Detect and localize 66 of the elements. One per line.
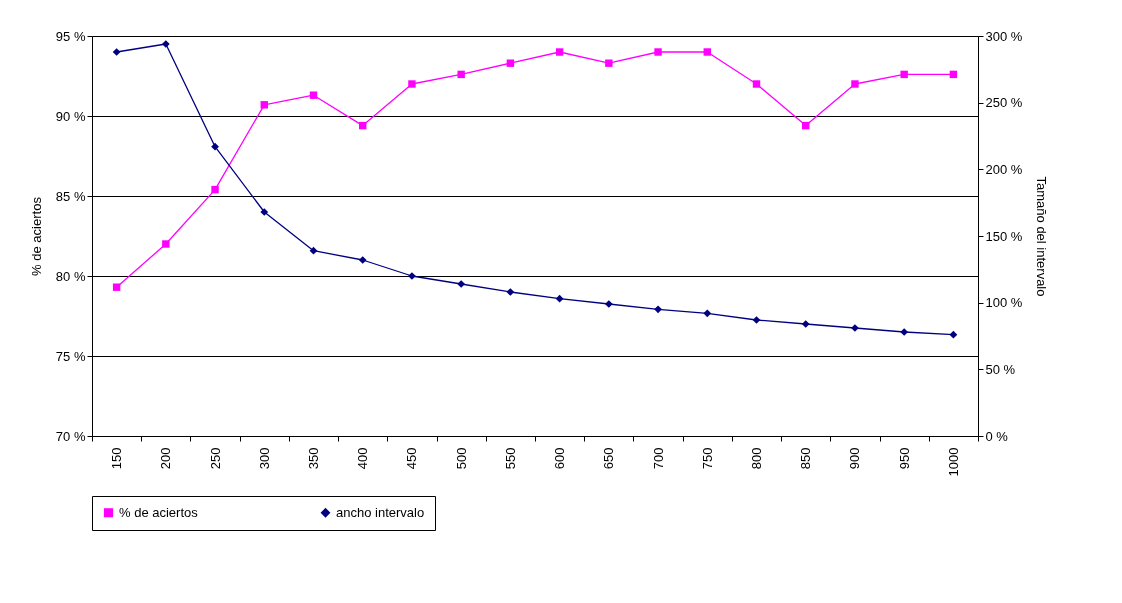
x-tick-label: 1000 (945, 447, 961, 477)
point (851, 80, 859, 88)
point (703, 309, 712, 318)
point (900, 70, 908, 79)
point (752, 316, 761, 324)
x-tick-label: 200 (158, 447, 174, 470)
y2-tick-label: 250 % (985, 95, 1023, 111)
legend-label: ancho intervalo (336, 504, 425, 520)
point (260, 101, 268, 109)
point (112, 283, 121, 291)
x-tick-label: 750 (699, 447, 715, 470)
y2-tick-label: 300 % (985, 28, 1023, 44)
x-tick-label: 250 (207, 447, 223, 470)
x-tick-label: 500 (453, 447, 469, 470)
point (949, 330, 958, 339)
point (408, 80, 416, 88)
x-tick-label: 150 (109, 447, 125, 470)
point (703, 48, 711, 56)
x-tick-label: 900 (847, 447, 863, 470)
y-tick-label: 75 % (55, 348, 86, 364)
point (654, 48, 662, 56)
y-tick-label: 85 % (55, 188, 86, 204)
y-tick-label: 95 % (55, 28, 86, 44)
x-tick-label: 550 (502, 447, 518, 470)
point (260, 208, 269, 216)
point (555, 48, 564, 56)
point (506, 59, 515, 67)
x-tick-label: 600 (552, 447, 568, 470)
y2-tick-label: 150 % (985, 228, 1023, 244)
x-tick-label: 950 (896, 447, 912, 470)
point (801, 320, 810, 328)
point (112, 48, 121, 56)
point (555, 294, 564, 303)
point (604, 300, 613, 308)
point (162, 240, 170, 248)
point (506, 288, 515, 296)
point (211, 185, 219, 194)
y-axis-title: % de aciertos (28, 196, 44, 276)
point (211, 142, 219, 151)
x-tick-label: 400 (355, 447, 371, 470)
point (457, 70, 465, 79)
y2-axis-title: Tamaño del intervalo (1034, 176, 1050, 297)
point (752, 80, 761, 88)
point (358, 256, 367, 264)
legend-label: % de aciertos (119, 504, 199, 520)
x-tick-label: 850 (798, 447, 814, 470)
y2-tick-label: 200 % (985, 161, 1023, 177)
x-tick-label: 800 (749, 447, 764, 470)
point (309, 246, 318, 255)
y2-tick-label: 50 % (985, 361, 1016, 377)
x-tick-label: 650 (601, 447, 617, 470)
point (900, 328, 909, 336)
y2-tick-label: 0 % (985, 428, 1009, 444)
point (605, 59, 613, 67)
x-tick-label: 450 (404, 447, 420, 470)
y-tick-label: 80 % (55, 268, 86, 284)
y2-tick-label: 100 % (985, 295, 1023, 311)
y-tick-label: 90 % (55, 108, 86, 124)
y-tick-label: 70 % (55, 428, 86, 444)
point (457, 280, 466, 288)
point (161, 40, 170, 48)
point (654, 305, 662, 314)
x-tick-label: 700 (650, 447, 666, 470)
point (309, 91, 318, 99)
x-tick-label: 350 (306, 447, 321, 470)
x-tick-label: 300 (256, 447, 272, 470)
